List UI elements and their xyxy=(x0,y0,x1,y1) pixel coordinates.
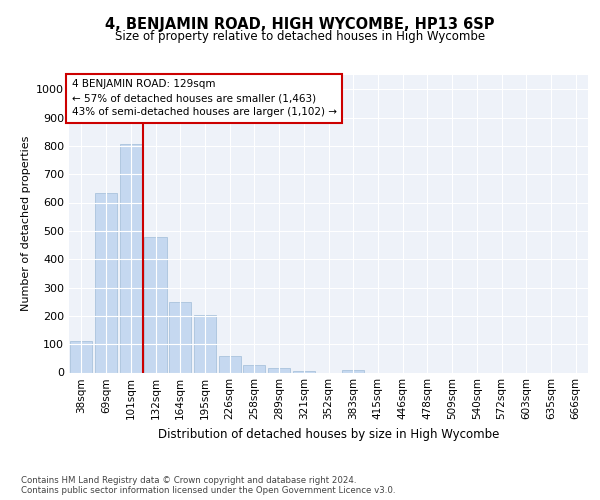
Text: Contains HM Land Registry data © Crown copyright and database right 2024.: Contains HM Land Registry data © Crown c… xyxy=(21,476,356,485)
Text: 4 BENJAMIN ROAD: 129sqm
← 57% of detached houses are smaller (1,463)
43% of semi: 4 BENJAMIN ROAD: 129sqm ← 57% of detache… xyxy=(71,80,337,118)
Bar xyxy=(243,366,265,372)
Bar xyxy=(218,356,241,372)
Bar xyxy=(95,194,117,372)
Text: 4, BENJAMIN ROAD, HIGH WYCOMBE, HP13 6SP: 4, BENJAMIN ROAD, HIGH WYCOMBE, HP13 6SP xyxy=(105,18,495,32)
X-axis label: Distribution of detached houses by size in High Wycombe: Distribution of detached houses by size … xyxy=(158,428,499,441)
Bar xyxy=(342,370,364,372)
Bar xyxy=(70,342,92,372)
Bar xyxy=(119,144,142,372)
Bar xyxy=(194,316,216,372)
Bar xyxy=(169,302,191,372)
Text: Size of property relative to detached houses in High Wycombe: Size of property relative to detached ho… xyxy=(115,30,485,43)
Bar xyxy=(268,368,290,372)
Bar xyxy=(293,371,315,372)
Y-axis label: Number of detached properties: Number of detached properties xyxy=(20,136,31,312)
Text: Contains public sector information licensed under the Open Government Licence v3: Contains public sector information licen… xyxy=(21,486,395,495)
Bar xyxy=(145,236,167,372)
